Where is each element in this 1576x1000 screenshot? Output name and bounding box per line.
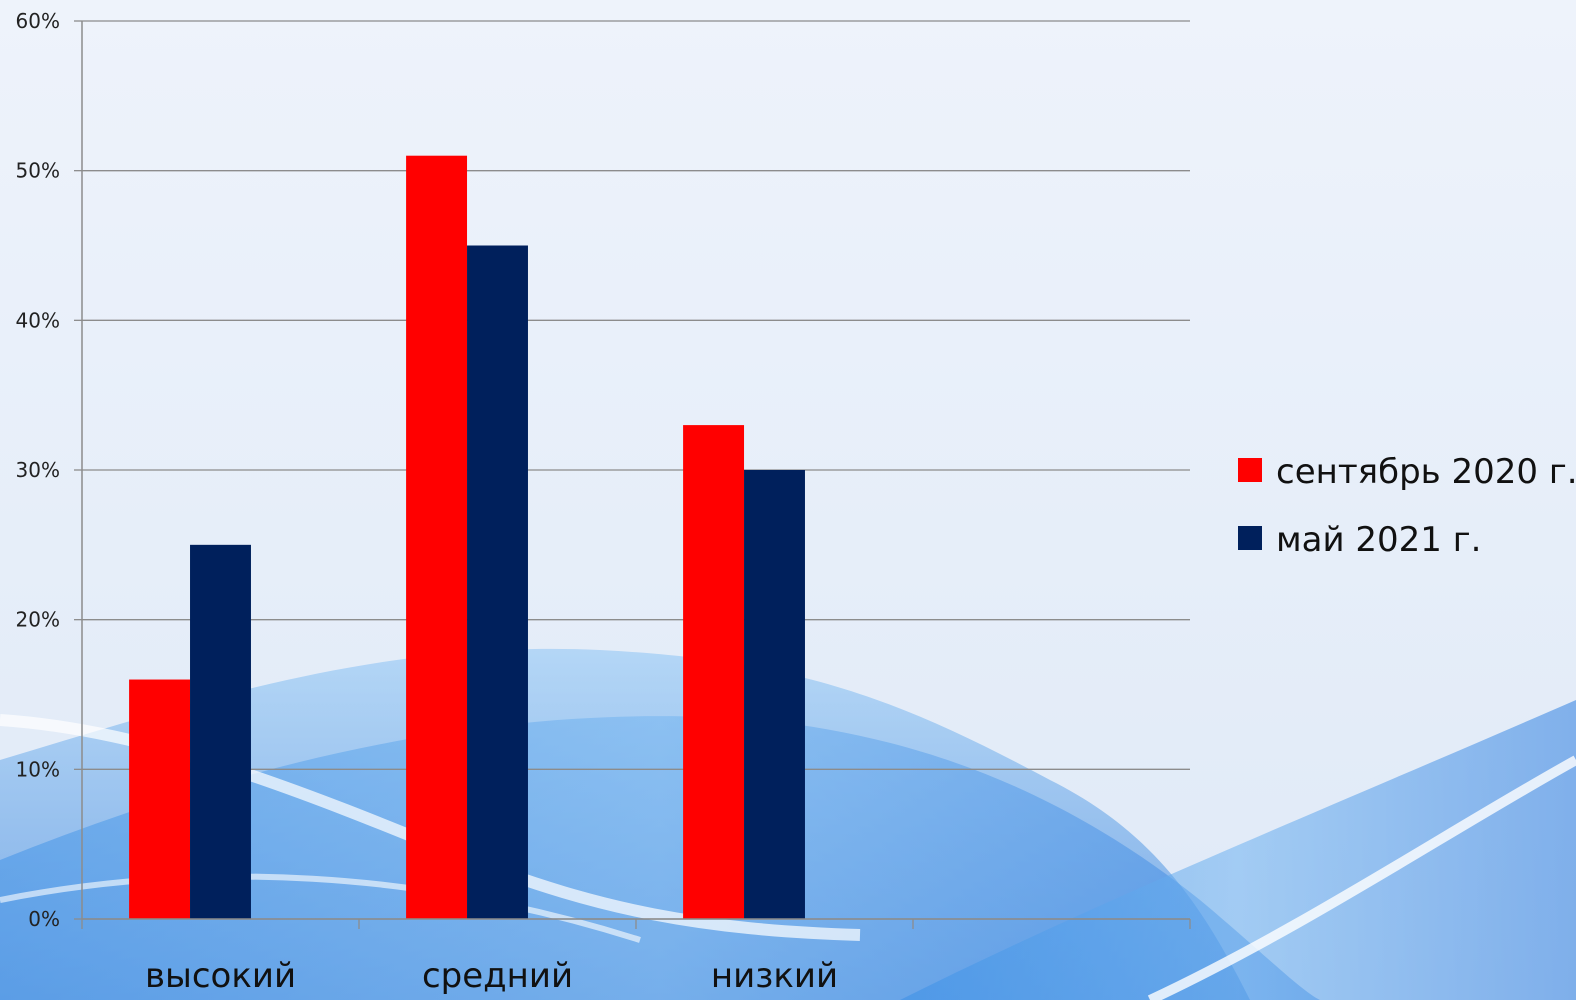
y-tick-label: 10% <box>16 757 60 781</box>
y-tick-label: 60% <box>16 9 60 33</box>
axes <box>81 21 1191 929</box>
x-tick-label: высокий <box>145 956 296 996</box>
bar-1-2 <box>406 155 468 919</box>
x-axis-ticks: высокий средний низкий <box>145 956 838 996</box>
x-tick-label: средний <box>422 956 573 996</box>
y-tick-label: 50% <box>16 159 60 183</box>
bar-1-1 <box>129 679 191 919</box>
bar-2-1 <box>190 544 251 919</box>
legend: сентябрь 2020 г. май 2021 г. <box>1238 452 1576 560</box>
y-axis-ticks: 0% 10% 20% 30% 40% 50% 60% <box>16 9 82 931</box>
legend-label-series-2: май 2021 г. <box>1276 520 1481 560</box>
y-tick-label: 30% <box>16 458 60 482</box>
bars <box>129 155 805 919</box>
y-tick-label: 40% <box>16 308 60 332</box>
y-tick-label: 0% <box>28 907 60 931</box>
legend-label-series-1: сентябрь 2020 г. <box>1276 452 1576 492</box>
y-tick-label: 20% <box>16 608 60 632</box>
bar-2-2 <box>467 245 528 919</box>
legend-swatch-series-2 <box>1238 526 1262 550</box>
bar-1-3 <box>683 425 745 919</box>
bar-2-3 <box>744 470 805 919</box>
x-tick-label: низкий <box>711 956 838 996</box>
legend-swatch-series-1 <box>1238 458 1262 482</box>
